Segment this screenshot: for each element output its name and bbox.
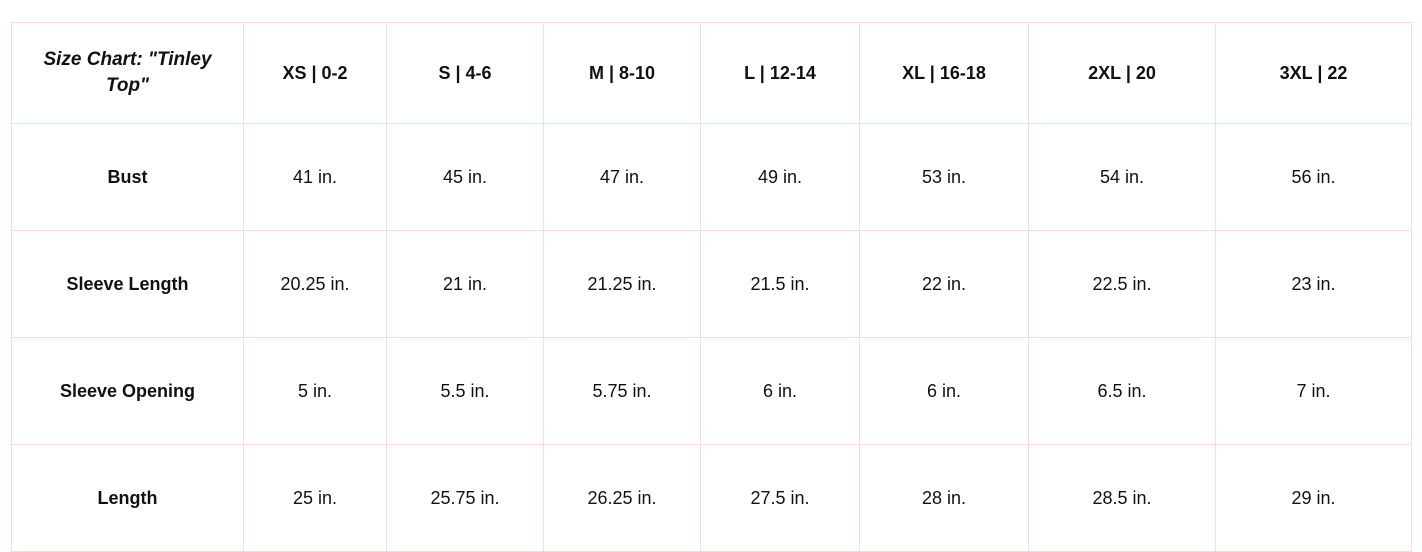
cell-bust-2xl: 54 in.: [1028, 123, 1216, 231]
table-header: Size Chart: "Tinley Top" XS | 0-2 S | 4-…: [11, 22, 1412, 124]
cell-sleeve-length-xl: 22 in.: [859, 230, 1029, 338]
cell-sleeve-opening-3xl: 7 in.: [1215, 337, 1412, 445]
table-body: Bust 41 in. 45 in. 47 in. 49 in. 53 in. …: [11, 123, 1412, 552]
cell-length-3xl: 29 in.: [1215, 444, 1412, 552]
cell-sleeve-opening-l: 6 in.: [700, 337, 860, 445]
cell-length-m: 26.25 in.: [543, 444, 701, 552]
column-header-s: S | 4-6: [386, 22, 544, 124]
header-row: Size Chart: "Tinley Top" XS | 0-2 S | 4-…: [11, 22, 1412, 124]
row-label-sleeve-length: Sleeve Length: [11, 230, 244, 338]
cell-length-l: 27.5 in.: [700, 444, 860, 552]
cell-length-2xl: 28.5 in.: [1028, 444, 1216, 552]
cell-sleeve-length-3xl: 23 in.: [1215, 230, 1412, 338]
cell-length-xl: 28 in.: [859, 444, 1029, 552]
column-header-m: M | 8-10: [543, 22, 701, 124]
cell-sleeve-opening-2xl: 6.5 in.: [1028, 337, 1216, 445]
cell-sleeve-opening-xl: 6 in.: [859, 337, 1029, 445]
size-chart-table: Size Chart: "Tinley Top" XS | 0-2 S | 4-…: [11, 22, 1412, 552]
cell-sleeve-length-xs: 20.25 in.: [243, 230, 387, 338]
column-header-3xl: 3XL | 22: [1215, 22, 1412, 124]
cell-bust-m: 47 in.: [543, 123, 701, 231]
cell-sleeve-opening-m: 5.75 in.: [543, 337, 701, 445]
cell-sleeve-opening-s: 5.5 in.: [386, 337, 544, 445]
table-row: Bust 41 in. 45 in. 47 in. 49 in. 53 in. …: [11, 123, 1412, 231]
row-label-bust: Bust: [11, 123, 244, 231]
cell-sleeve-length-s: 21 in.: [386, 230, 544, 338]
table-row: Length 25 in. 25.75 in. 26.25 in. 27.5 i…: [11, 444, 1412, 552]
cell-bust-3xl: 56 in.: [1215, 123, 1412, 231]
cell-bust-s: 45 in.: [386, 123, 544, 231]
row-label-length: Length: [11, 444, 244, 552]
column-header-xl: XL | 16-18: [859, 22, 1029, 124]
cell-bust-xl: 53 in.: [859, 123, 1029, 231]
column-header-2xl: 2XL | 20: [1028, 22, 1216, 124]
cell-sleeve-length-l: 21.5 in.: [700, 230, 860, 338]
table-row: Sleeve Opening 5 in. 5.5 in. 5.75 in. 6 …: [11, 337, 1412, 445]
cell-length-s: 25.75 in.: [386, 444, 544, 552]
size-chart-page: Size Chart: "Tinley Top" XS | 0-2 S | 4-…: [11, 22, 1412, 552]
cell-bust-xs: 41 in.: [243, 123, 387, 231]
table-row: Sleeve Length 20.25 in. 21 in. 21.25 in.…: [11, 230, 1412, 338]
cell-length-xs: 25 in.: [243, 444, 387, 552]
cell-sleeve-length-m: 21.25 in.: [543, 230, 701, 338]
chart-title-cell: Size Chart: "Tinley Top": [11, 22, 244, 124]
column-header-l: L | 12-14: [700, 22, 860, 124]
cell-bust-l: 49 in.: [700, 123, 860, 231]
cell-sleeve-length-2xl: 22.5 in.: [1028, 230, 1216, 338]
cell-sleeve-opening-xs: 5 in.: [243, 337, 387, 445]
row-label-sleeve-opening: Sleeve Opening: [11, 337, 244, 445]
column-header-xs: XS | 0-2: [243, 22, 387, 124]
